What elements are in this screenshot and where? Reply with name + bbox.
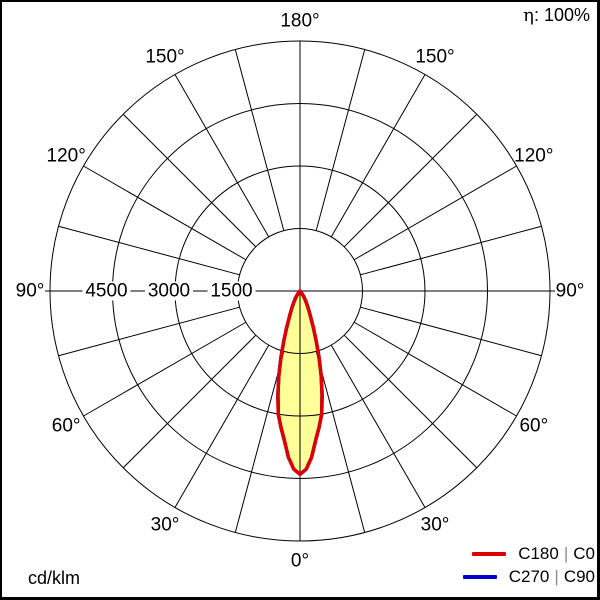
- grid-spoke-45: [343, 334, 478, 469]
- grid-spoke-75: [315, 351, 366, 533]
- ring-label-3000: 3000: [148, 281, 190, 302]
- grid-spoke-225: [122, 113, 257, 248]
- legend-separator: |: [554, 567, 559, 586]
- legend-item-c180-c0: C180 | C0: [472, 544, 595, 564]
- eta-value: : 100%: [533, 5, 590, 25]
- legend-item-c270-c90: C270 | C90: [462, 567, 595, 587]
- grid-spoke-135: [122, 334, 257, 469]
- angle-label-180: 180°: [280, 11, 319, 32]
- angle-label-150-left: 150°: [145, 47, 184, 68]
- angle-label-90-right: 90°: [556, 281, 585, 302]
- beam-curve-c180-c0: [276, 289, 324, 477]
- grid-spoke-315: [343, 113, 478, 248]
- grid-spoke-60: [330, 344, 426, 508]
- legend-plane-c180: C180: [518, 544, 559, 563]
- grid-spoke-120: [174, 344, 270, 508]
- ring-label-bg-1500: [207, 281, 256, 301]
- grid-spoke-30: [353, 321, 517, 417]
- grid-spoke-150: [83, 321, 247, 417]
- grid-spoke-240: [174, 74, 270, 238]
- eta-symbol: η: [523, 5, 534, 26]
- grid-spoke-330: [353, 165, 517, 261]
- ring-label-bg-4500: [82, 281, 131, 301]
- legend-label-c180-c0: C180 | C0: [518, 544, 595, 564]
- grid-spoke-105: [234, 351, 285, 533]
- grid-spoke-165: [58, 306, 240, 357]
- angle-label-60-left: 60°: [52, 416, 81, 437]
- grid-spoke-255: [234, 49, 285, 231]
- angle-label-0: 0°: [291, 551, 309, 572]
- light-output-ratio: η: 100%: [523, 5, 590, 26]
- legend-swatch-c270-c90: [462, 575, 497, 579]
- legend-swatch-c180-c0: [472, 552, 507, 556]
- unit-label: cd/klm: [28, 568, 81, 588]
- legend-plane-c270: C270: [508, 567, 550, 586]
- angle-label-150-right: 150°: [415, 47, 454, 68]
- grid-spoke-300: [330, 74, 426, 238]
- angle-label-90-left: 90°: [16, 281, 45, 302]
- angle-label-120-left: 120°: [47, 146, 86, 167]
- grid-spoke-195: [58, 225, 240, 276]
- grid-spoke-15: [360, 306, 542, 357]
- angle-label-60-right: 60°: [519, 416, 548, 437]
- ring-label-4500: 4500: [85, 281, 127, 302]
- ring-label-1500: 1500: [210, 281, 252, 302]
- legend-label-c270-c90: C270 | C90: [509, 567, 595, 587]
- legend-plane-c90: C90: [563, 567, 595, 586]
- grid-spoke-345: [360, 225, 542, 276]
- angle-label-30-right: 30°: [421, 514, 450, 535]
- legend-separator: |: [563, 544, 569, 563]
- legend: C180 | C0 C270 | C90: [462, 544, 595, 587]
- grid-spoke-285: [315, 49, 366, 231]
- angle-label-30-left: 30°: [151, 514, 180, 535]
- ring-label-bg-3000: [145, 281, 193, 301]
- grid-spoke-210: [83, 165, 247, 261]
- angle-label-120-right: 120°: [514, 146, 553, 167]
- legend-plane-c0: C0: [573, 544, 595, 563]
